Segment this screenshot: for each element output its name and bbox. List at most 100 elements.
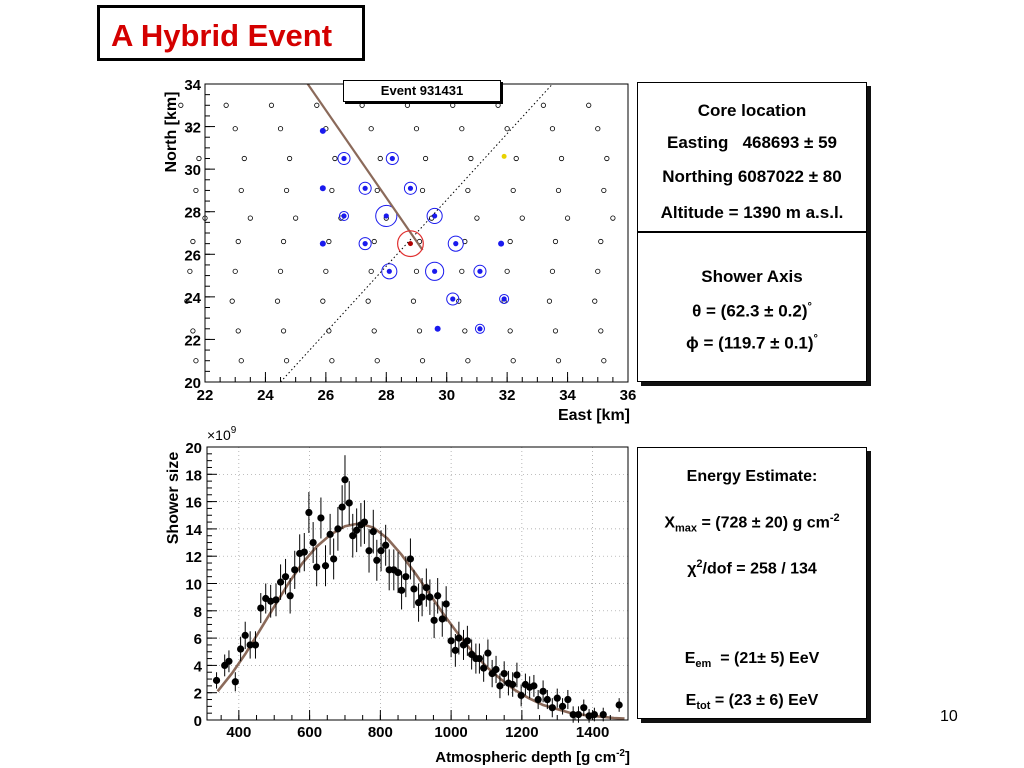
triggered-station-dot [319, 127, 326, 134]
northing-value: 6087022 [737, 167, 805, 186]
profile-point [353, 526, 361, 534]
profile-point [548, 704, 556, 712]
footprint-y-tick-label: 30 [184, 162, 201, 179]
profile-point [426, 593, 434, 601]
profile-point [615, 701, 623, 709]
profile-point [580, 704, 588, 712]
profile-point [317, 514, 325, 522]
footprint-y-tick-label: 26 [184, 247, 201, 264]
profile-point [496, 682, 504, 690]
station-marker [383, 215, 389, 221]
xmax-exp: -2 [829, 512, 840, 524]
profile-y-tick-label: 8 [194, 604, 202, 621]
profile-point [394, 568, 402, 577]
station-marker [555, 187, 562, 194]
profile-point [539, 687, 547, 695]
station-marker [238, 187, 244, 194]
footprint-y-tick-label: 24 [184, 290, 201, 307]
profile-point [385, 566, 393, 574]
profile-point [430, 616, 438, 624]
profile-point [472, 654, 480, 663]
station-marker [564, 215, 571, 221]
profile-point [475, 654, 484, 663]
chi-exp: 2 [696, 558, 703, 570]
profile-y-tick-label: 20 [185, 440, 202, 457]
station-marker [510, 358, 516, 364]
station-marker [416, 328, 423, 334]
footprint-lines [280, 83, 553, 383]
station-marker [283, 187, 290, 194]
profile-x-tick-label: 800 [368, 724, 393, 741]
station-marker [558, 155, 565, 162]
station-marker [598, 238, 604, 245]
shower-axis-heading: Shower Axis [701, 267, 803, 286]
station-marker [429, 215, 435, 221]
hit-station-ring [474, 323, 485, 334]
profile-point [257, 604, 265, 612]
profile-x-label: Atmospheric depth [g cm-2] [435, 748, 630, 766]
station-marker [468, 155, 474, 162]
station-marker [223, 102, 229, 108]
profile-point [309, 538, 317, 547]
footprint-x-tick-label: 36 [620, 387, 637, 404]
station-marker [416, 238, 423, 245]
profile-point [422, 583, 430, 592]
profile-point [326, 530, 334, 538]
phi-err: 0.1 [784, 333, 808, 353]
station-marker [274, 298, 281, 304]
station-marker [413, 268, 420, 274]
profile-point [241, 631, 249, 639]
xmax-value: 728 [720, 514, 748, 532]
station-marker [241, 155, 247, 162]
xmax-unit: g cm [792, 514, 830, 532]
profile-y-tick-label: 10 [185, 577, 202, 594]
footprint-y-tick-label: 28 [184, 205, 201, 222]
station-marker [277, 126, 284, 132]
profile-x-tick-label: 1400 [576, 724, 609, 741]
profile-point [300, 548, 308, 556]
profile-point [410, 585, 418, 593]
hit-station-ring [499, 293, 510, 305]
core-ring [397, 230, 424, 258]
station-marker [404, 102, 411, 108]
footprint-y-tick-label: 34 [184, 77, 201, 94]
easting-label: Easting [666, 133, 729, 152]
theta-value: 62.3 [726, 301, 760, 321]
station-marker [610, 215, 616, 221]
station-marker [178, 102, 184, 108]
profile-x-tick-label: 1000 [434, 724, 467, 741]
profile-points [212, 455, 623, 723]
station-marker [586, 102, 592, 108]
station-marker [504, 268, 510, 274]
station-marker [235, 328, 241, 334]
profile-point [447, 637, 455, 645]
profile-point [526, 683, 534, 691]
profile-point [305, 508, 313, 517]
profile-point [484, 649, 492, 657]
eem-unit: EeV [789, 650, 820, 667]
footprint-x-tick-label: 28 [378, 387, 395, 404]
profile-point [262, 594, 270, 603]
station-marker [247, 215, 253, 221]
xmax-err: 20 [764, 514, 783, 532]
chi-rest: /dof = 258 / 134 [702, 560, 817, 578]
station-marker [184, 298, 190, 304]
station-marker [422, 155, 429, 162]
station-marker [462, 328, 468, 334]
profile-point [574, 710, 583, 719]
yellow-station-dot [501, 153, 507, 159]
station-marker [326, 328, 332, 334]
footprint-y-tick-label: 20 [184, 375, 201, 392]
profile-point [553, 694, 561, 702]
hit-station-dot [450, 296, 456, 302]
station-marker [232, 126, 238, 132]
eem-line: Eem = (21± 5) EeV [684, 650, 820, 671]
profile-point [341, 476, 349, 484]
core-heading: Core location [697, 101, 807, 120]
footprint-x-tick-label: 32 [499, 387, 516, 404]
profile-point [357, 521, 365, 529]
profile-point [569, 710, 577, 719]
hit-station-dot [407, 185, 414, 191]
profile-point [296, 549, 304, 558]
station-marker [268, 102, 275, 108]
